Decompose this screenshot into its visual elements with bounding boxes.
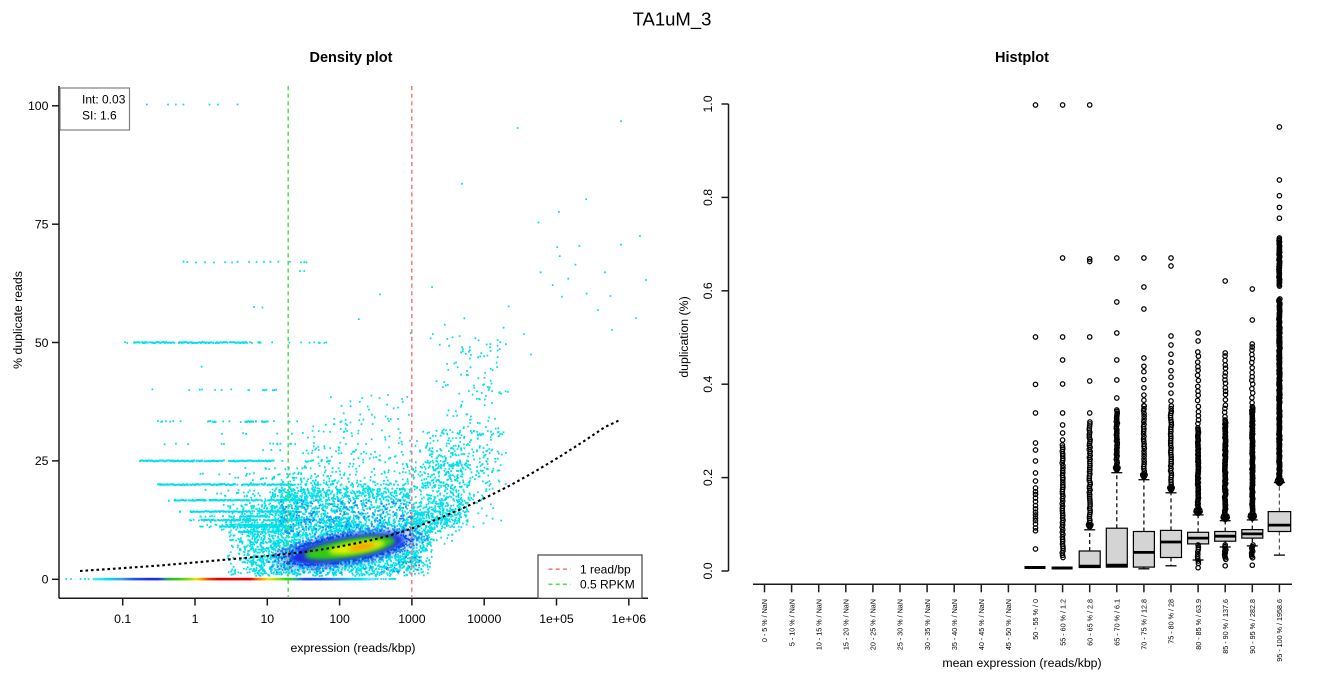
svg-text:25: 25 bbox=[35, 454, 49, 468]
svg-text:0.1: 0.1 bbox=[114, 612, 131, 626]
svg-text:25 - 30 % / NaN: 25 - 30 % / NaN bbox=[896, 599, 905, 650]
svg-text:1: 1 bbox=[192, 612, 199, 626]
svg-text:SI: 1.6: SI: 1.6 bbox=[82, 109, 117, 123]
svg-text:75: 75 bbox=[35, 218, 49, 232]
svg-text:60 - 65 % / 2.8: 60 - 65 % / 2.8 bbox=[1085, 599, 1094, 646]
svg-text:100: 100 bbox=[28, 99, 49, 113]
svg-text:50 - 55 % / 0: 50 - 55 % / 0 bbox=[1031, 599, 1040, 640]
svg-text:0.0: 0.0 bbox=[701, 562, 715, 579]
svg-text:45 - 50 % / NaN: 45 - 50 % / NaN bbox=[1004, 599, 1013, 650]
svg-text:Histplot: Histplot bbox=[995, 50, 1049, 66]
svg-text:% duplicate reads: % duplicate reads bbox=[11, 271, 25, 369]
svg-text:75 - 80 % / 28: 75 - 80 % / 28 bbox=[1167, 599, 1176, 644]
svg-text:1.0: 1.0 bbox=[701, 95, 715, 112]
svg-text:duplication (%): duplication (%) bbox=[677, 296, 691, 377]
svg-text:65 - 70 % / 6.1: 65 - 70 % / 6.1 bbox=[1113, 599, 1122, 646]
svg-text:55 - 60 % / 1.2: 55 - 60 % / 1.2 bbox=[1058, 599, 1067, 646]
svg-text:40 - 45 % / NaN: 40 - 45 % / NaN bbox=[977, 599, 986, 650]
svg-text:Density plot: Density plot bbox=[310, 50, 393, 66]
svg-text:50: 50 bbox=[35, 336, 49, 350]
svg-text:0.8: 0.8 bbox=[701, 189, 715, 206]
svg-text:0.2: 0.2 bbox=[701, 469, 715, 486]
svg-text:0.6: 0.6 bbox=[701, 282, 715, 299]
svg-text:70 - 75 % / 12.8: 70 - 75 % / 12.8 bbox=[1140, 599, 1149, 650]
svg-text:90 - 95 % / 282.8: 90 - 95 % / 282.8 bbox=[1248, 599, 1257, 654]
svg-text:10000: 10000 bbox=[467, 612, 501, 626]
svg-text:mean expression (reads/kbp): mean expression (reads/kbp) bbox=[942, 656, 1101, 670]
svg-text:1e+05: 1e+05 bbox=[539, 612, 574, 626]
svg-text:1 read/bp: 1 read/bp bbox=[580, 563, 631, 577]
svg-text:20 - 25 % / NaN: 20 - 25 % / NaN bbox=[869, 599, 878, 650]
svg-text:10: 10 bbox=[260, 612, 274, 626]
svg-text:95 - 100 % / 1958.6: 95 - 100 % / 1958.6 bbox=[1275, 599, 1284, 662]
svg-text:Int: 0.03: Int: 0.03 bbox=[82, 93, 126, 107]
svg-text:0.5 RPKM: 0.5 RPKM bbox=[580, 578, 635, 592]
svg-text:100: 100 bbox=[329, 612, 350, 626]
svg-text:expression (reads/kbp): expression (reads/kbp) bbox=[290, 641, 415, 655]
svg-text:TA1uM_3: TA1uM_3 bbox=[633, 9, 712, 31]
svg-text:1000: 1000 bbox=[398, 612, 426, 626]
svg-text:35 - 40 % / NaN: 35 - 40 % / NaN bbox=[950, 599, 959, 650]
svg-text:5 - 10 % / NaN: 5 - 10 % / NaN bbox=[787, 599, 796, 646]
svg-text:0.4: 0.4 bbox=[701, 375, 715, 392]
svg-text:80 - 85 % / 63.9: 80 - 85 % / 63.9 bbox=[1194, 599, 1203, 650]
svg-text:1e+06: 1e+06 bbox=[612, 612, 647, 626]
svg-text:85 - 90 % / 137.6: 85 - 90 % / 137.6 bbox=[1221, 599, 1230, 654]
svg-text:0 - 5 % / NaN: 0 - 5 % / NaN bbox=[760, 599, 769, 642]
svg-text:30 - 35 % / NaN: 30 - 35 % / NaN bbox=[923, 599, 932, 650]
svg-text:0: 0 bbox=[42, 573, 49, 587]
svg-text:15 - 20 % / NaN: 15 - 20 % / NaN bbox=[842, 599, 851, 650]
svg-text:10 - 15 % / NaN: 10 - 15 % / NaN bbox=[814, 599, 823, 650]
